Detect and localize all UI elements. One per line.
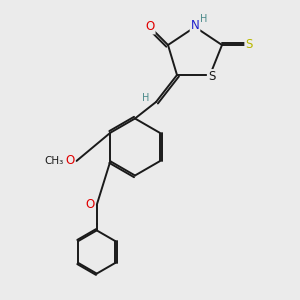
Text: O: O — [65, 154, 74, 167]
Text: H: H — [200, 14, 208, 24]
Text: S: S — [245, 38, 253, 52]
Text: O: O — [146, 20, 154, 34]
Text: CH₃: CH₃ — [44, 156, 64, 166]
Text: N: N — [190, 19, 200, 32]
Text: O: O — [85, 198, 95, 212]
Text: S: S — [208, 70, 215, 83]
Text: H: H — [142, 93, 149, 103]
